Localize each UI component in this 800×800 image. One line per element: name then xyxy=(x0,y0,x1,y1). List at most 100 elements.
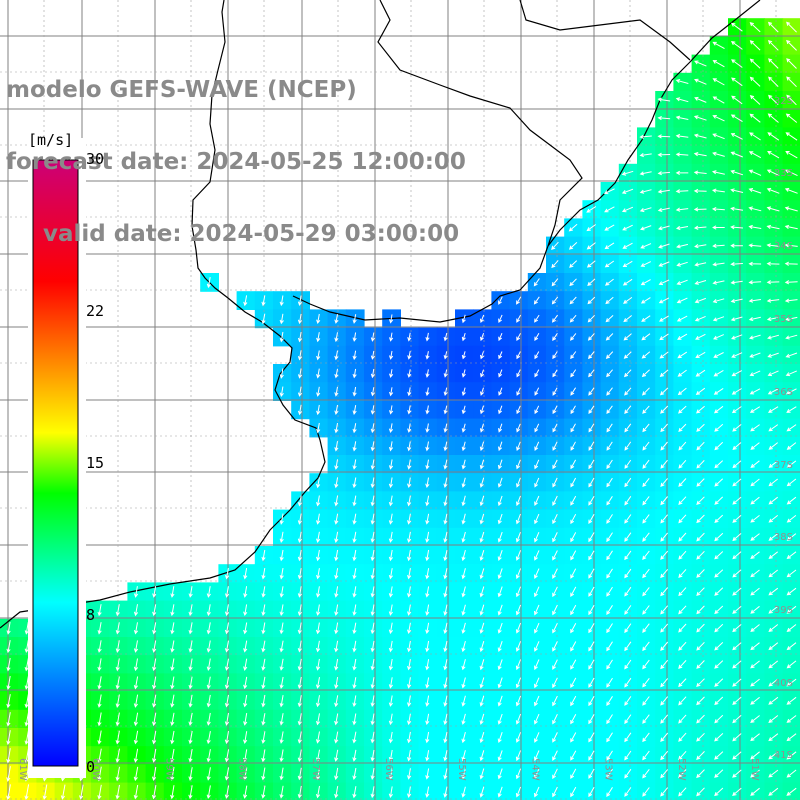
wind-arrow xyxy=(624,677,632,688)
wind-arrow xyxy=(552,695,558,707)
wind-arrow xyxy=(516,296,522,305)
wind-arrow xyxy=(714,460,724,469)
wind-arrow xyxy=(388,713,393,726)
wind-arrow xyxy=(388,459,394,470)
wind-arrow xyxy=(768,678,779,687)
wind-arrow xyxy=(660,696,669,706)
wind-arrow xyxy=(497,695,503,707)
wind-arrow xyxy=(151,785,157,800)
wind-arrow xyxy=(315,767,321,781)
wind-arrow xyxy=(461,423,466,433)
wind-arrow xyxy=(624,768,632,779)
wind-arrow xyxy=(279,368,284,379)
wind-arrow xyxy=(732,733,742,742)
wind-arrow xyxy=(786,460,797,468)
wind-arrow xyxy=(587,333,595,341)
wind-arrow xyxy=(334,495,339,507)
wind-arrow xyxy=(552,405,558,415)
wind-arrow xyxy=(152,658,157,672)
wind-arrow xyxy=(461,387,466,397)
wind-arrow xyxy=(188,676,193,690)
wind-arrow xyxy=(570,659,577,670)
wind-arrow xyxy=(714,642,724,651)
wind-arrow xyxy=(188,785,193,800)
wind-arrow xyxy=(370,659,375,671)
wind-arrow xyxy=(658,243,670,249)
wind-arrow xyxy=(660,441,668,451)
wind-arrow xyxy=(714,569,724,578)
wind-arrow xyxy=(606,787,613,797)
wind-arrow xyxy=(570,768,577,780)
wind-arrow xyxy=(97,694,102,708)
wind-arrow xyxy=(516,441,521,451)
wind-arrow xyxy=(588,641,595,652)
wind-arrow xyxy=(370,405,375,415)
model-title: modelo GEFS-WAVE (NCEP) xyxy=(6,77,357,103)
wind-arrow xyxy=(352,713,357,726)
wind-arrow xyxy=(748,316,761,322)
wind-arrow xyxy=(516,387,521,396)
wind-arrow xyxy=(606,405,613,415)
wind-arrow xyxy=(624,550,632,561)
wind-arrow xyxy=(768,751,779,760)
wind-arrow xyxy=(606,441,613,451)
wind-arrow xyxy=(279,695,284,708)
wind-arrow xyxy=(552,568,558,579)
wind-arrow xyxy=(768,515,779,523)
wind-arrow xyxy=(297,404,303,416)
wind-arrow xyxy=(334,640,339,653)
wind-arrow xyxy=(297,531,302,544)
wind-arrow xyxy=(786,94,797,106)
wind-arrow xyxy=(152,694,157,708)
wind-arrow xyxy=(334,568,339,580)
wind-arrow xyxy=(516,351,521,360)
wind-arrow xyxy=(660,678,669,688)
wind-arrow xyxy=(407,677,412,689)
wind-arrow xyxy=(534,622,540,634)
wind-arrow xyxy=(425,513,430,525)
wind-arrow xyxy=(732,678,742,687)
wind-arrow xyxy=(516,477,521,488)
wind-arrow xyxy=(279,658,284,671)
wind-arrow xyxy=(334,368,339,379)
coastline xyxy=(0,0,761,629)
wind-arrow xyxy=(784,187,798,194)
wind-arrow xyxy=(370,749,375,762)
wind-arrow xyxy=(370,713,375,726)
wind-arrow xyxy=(425,659,430,671)
wind-arrow xyxy=(588,623,595,634)
wind-arrow xyxy=(712,316,725,322)
wind-arrow xyxy=(497,531,503,543)
wind-arrow xyxy=(316,404,321,416)
wind-arrow xyxy=(750,533,760,541)
wind-arrow xyxy=(693,133,707,139)
wind-arrow xyxy=(786,587,797,596)
wind-arrow xyxy=(785,132,798,141)
wind-arrow xyxy=(603,188,615,195)
wind-arrow xyxy=(497,495,503,507)
wind-arrow xyxy=(748,261,762,266)
wind-arrow xyxy=(767,21,779,33)
wind-arrow xyxy=(785,388,797,395)
wind-arrow xyxy=(534,750,540,762)
wind-arrow xyxy=(641,369,650,378)
wind-arrow xyxy=(714,514,724,524)
wind-arrow xyxy=(261,658,266,671)
wind-arrow xyxy=(640,279,651,286)
wind-arrow xyxy=(170,730,175,745)
wind-arrow xyxy=(732,624,742,633)
wind-arrow xyxy=(768,496,779,505)
colorbar-gradient xyxy=(32,159,79,767)
wind-arrow xyxy=(461,459,466,470)
wind-arrow xyxy=(115,640,120,653)
wind-arrow xyxy=(425,731,430,744)
wind-arrow xyxy=(642,568,650,579)
wind-arrow xyxy=(570,495,577,506)
wind-arrow xyxy=(750,460,760,469)
wind-arrow xyxy=(443,640,448,653)
wind-arrow xyxy=(606,605,613,615)
wind-arrow xyxy=(279,604,284,616)
wind-arrow xyxy=(316,513,321,525)
wind-arrow xyxy=(606,568,613,579)
wind-arrow xyxy=(6,712,11,727)
